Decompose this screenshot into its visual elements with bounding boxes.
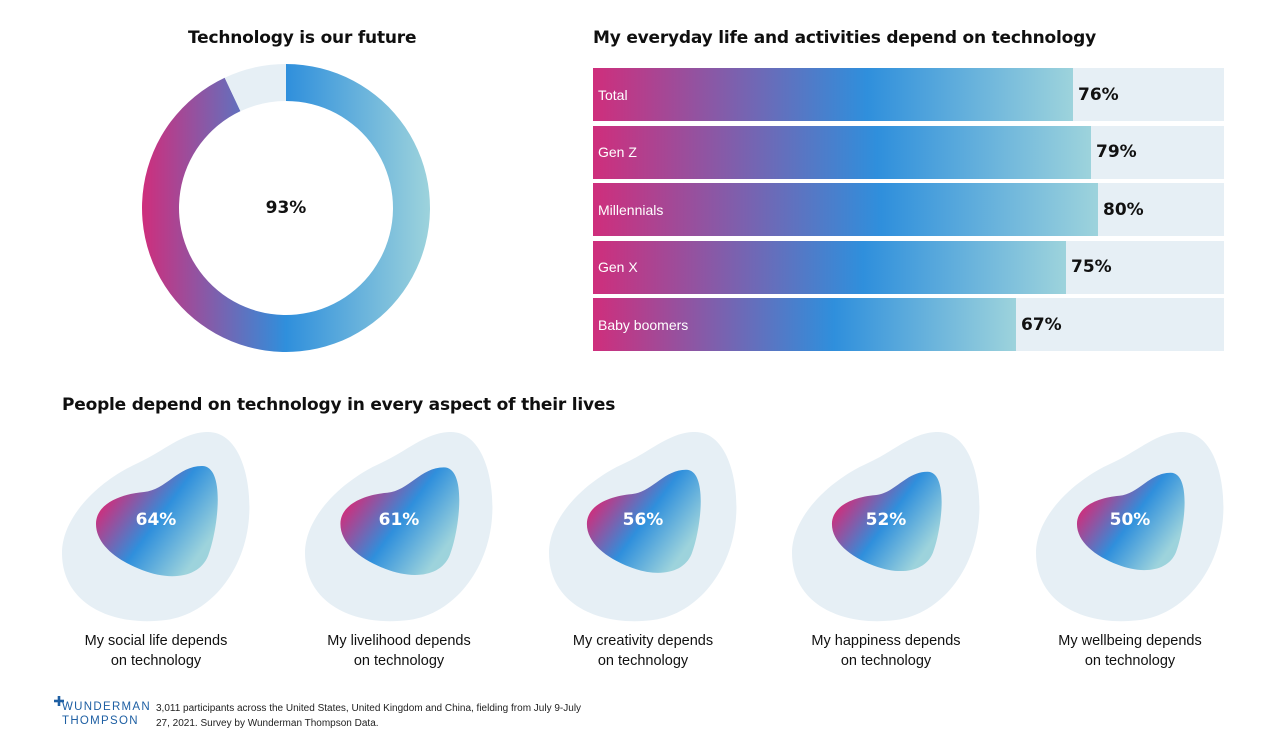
logo-line-2: THOMPSON	[62, 715, 139, 727]
bar-fill	[593, 68, 1073, 121]
aspect-blob: 61%	[299, 428, 499, 628]
aspect-blob-inner	[586, 469, 701, 573]
bar-row: Baby boomers 67%	[593, 298, 1224, 351]
aspect-caption-line: on technology	[1084, 653, 1176, 669]
aspect-blob-svg	[305, 431, 493, 622]
donut-center-label: 93%	[265, 198, 307, 218]
plus-icon	[54, 696, 64, 706]
aspect-caption: My happiness depends on technology	[786, 631, 986, 671]
bar-label: Baby boomers	[598, 316, 689, 333]
aspect-caption-line: on technology	[110, 653, 202, 669]
bar-row: Millennials 80%	[593, 183, 1224, 236]
donut-chart-svg	[141, 64, 430, 352]
aspect-caption: My livelihood depends on technology	[299, 631, 499, 671]
aspect-blob-svg	[792, 431, 980, 622]
aspects-chart-title: People depend on technology in every asp…	[62, 395, 616, 415]
donut-chart-title: Technology is our future	[188, 28, 417, 48]
aspect-blob: 52%	[786, 428, 986, 628]
aspect-caption-line: on technology	[840, 653, 932, 669]
aspect-value-label: 61%	[378, 510, 420, 530]
aspect-caption-line: on technology	[597, 653, 689, 669]
bar-value-label: 75%	[1071, 257, 1112, 277]
aspect-value-label: 64%	[135, 510, 177, 530]
aspect-value-label: 50%	[1109, 510, 1151, 530]
aspect-caption-line: My livelihood depends	[327, 633, 471, 649]
aspect-blob-svg	[62, 431, 250, 622]
aspect-blob-inner	[96, 466, 218, 577]
bar-label: Total	[598, 86, 628, 103]
footnote: 3,011 participants across the United Sta…	[156, 703, 582, 729]
aspect-caption: My creativity depends on technology	[543, 631, 743, 671]
aspect-caption-line: My wellbeing depends	[1058, 633, 1202, 649]
bar-row: Total 76%	[593, 68, 1224, 121]
bar-fill	[593, 183, 1098, 236]
aspect-caption: My wellbeing depends on technology	[1030, 631, 1230, 671]
aspect-value-label: 56%	[622, 510, 664, 530]
aspect-blob: 50%	[1030, 428, 1230, 628]
bar-value-label: 67%	[1021, 314, 1062, 335]
aspect-blob-inner	[1076, 472, 1185, 571]
aspect-blob: 56%	[543, 428, 743, 628]
bar-label: Gen Z	[598, 144, 637, 160]
bar-label: Gen X	[598, 259, 638, 275]
wunderman-thompson-logo: WUNDERMAN THOMPSON	[54, 696, 150, 730]
bar-row: Gen X 75%	[593, 240, 1224, 294]
aspect-caption-line: My social life depends	[84, 633, 228, 649]
bar-label: Millennials	[598, 201, 664, 218]
bar-fill	[593, 125, 1091, 179]
aspect-caption-line: My creativity depends	[572, 633, 714, 649]
aspect-caption-line: My happiness depends	[811, 633, 961, 649]
aspect-caption: My social life depends on technology	[56, 631, 256, 671]
donut-chart: 93%	[140, 62, 432, 354]
aspect-blob-inner	[340, 467, 460, 575]
aspect-caption-line: on technology	[353, 653, 445, 669]
bar-fill	[593, 298, 1016, 351]
bar-chart-title: My everyday life and activities depend o…	[593, 28, 1096, 48]
aspect-blob-inner	[831, 471, 942, 572]
aspect-blob-svg	[549, 431, 737, 622]
aspect-blob: 64%	[56, 428, 256, 628]
donut-slice-remainder	[224, 64, 286, 112]
aspect-blob-svg	[1036, 431, 1224, 622]
bar-value-label: 76%	[1078, 84, 1119, 105]
bar-row: Gen Z 79%	[593, 125, 1224, 179]
bar-value-label: 79%	[1096, 142, 1137, 162]
bar-fill	[593, 240, 1066, 294]
logo-line-1: WUNDERMAN	[62, 701, 151, 713]
bar-value-label: 80%	[1103, 199, 1144, 220]
aspect-value-label: 52%	[865, 510, 907, 530]
